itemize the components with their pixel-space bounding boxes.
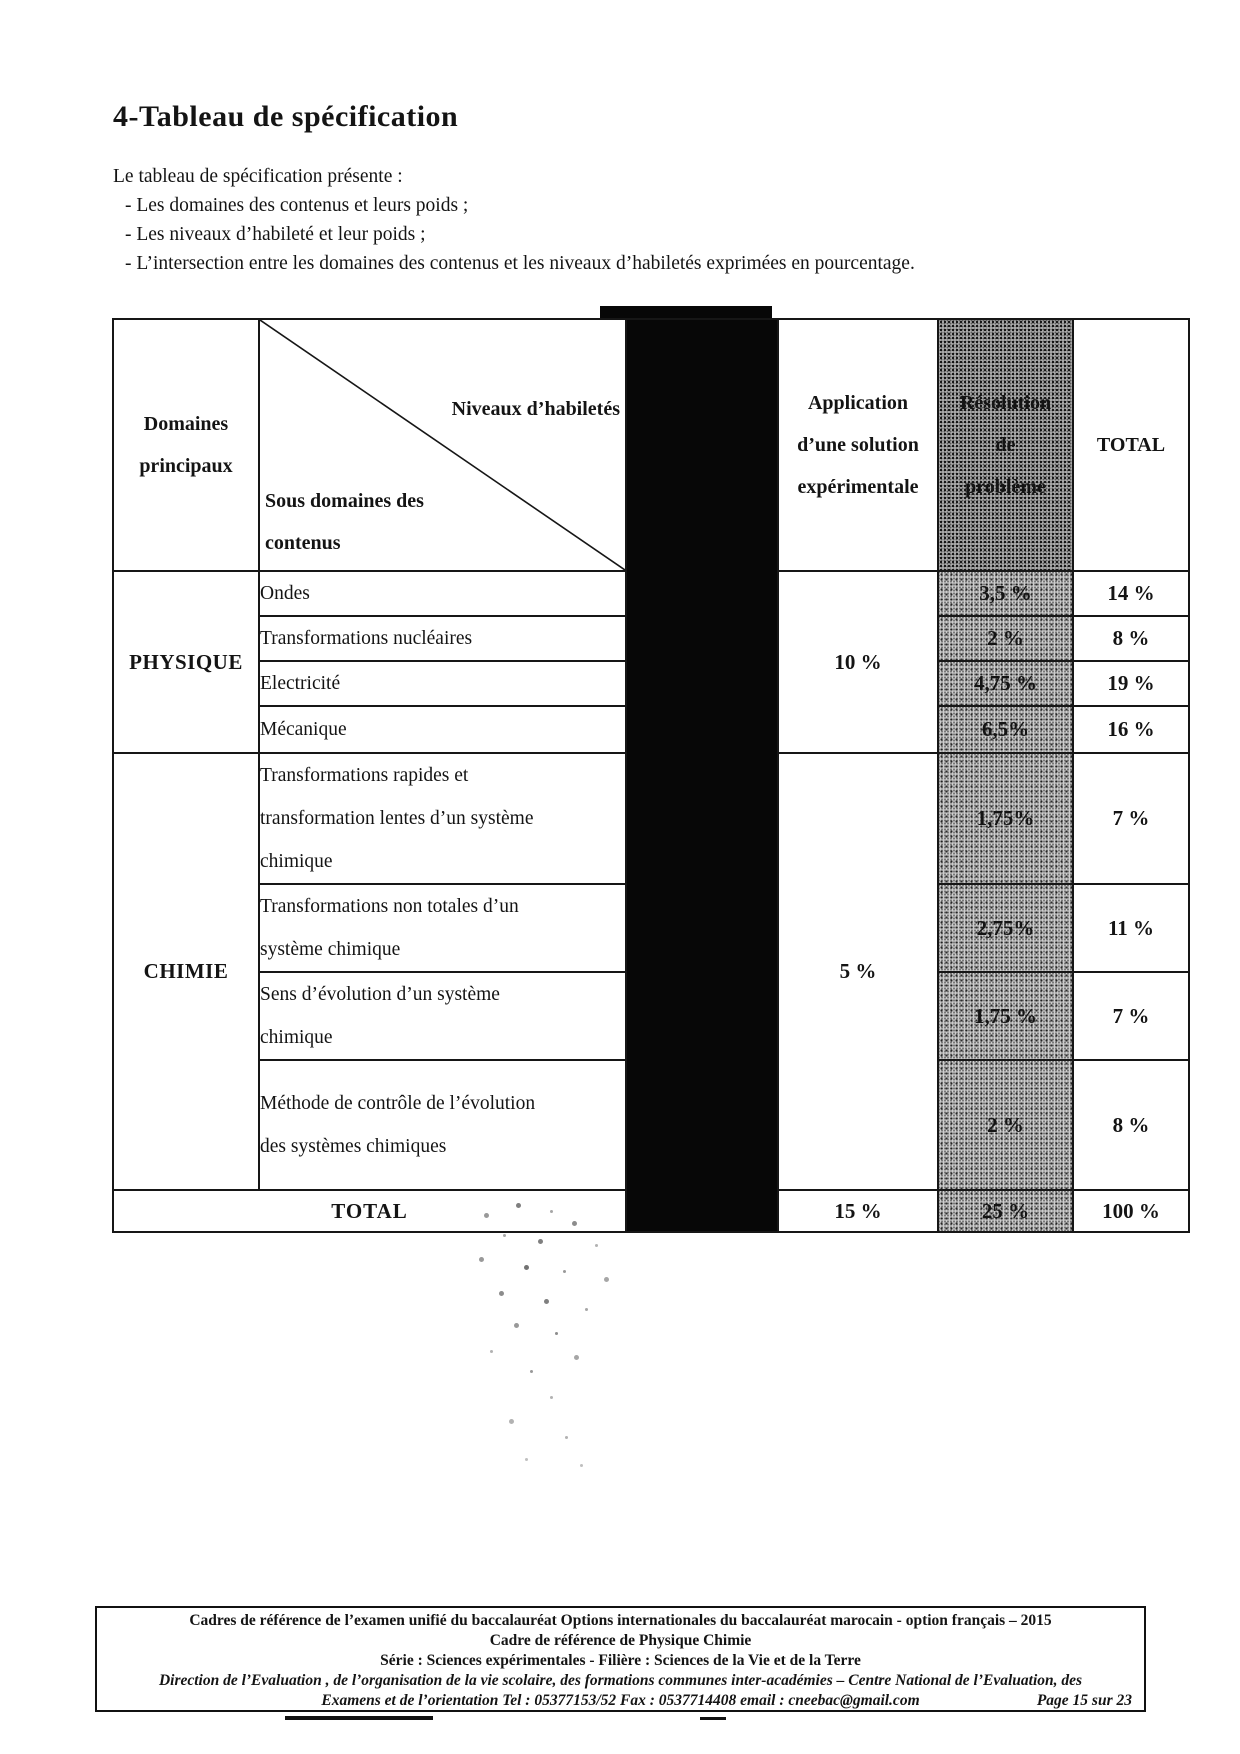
application-value-chimie: 5 % [777, 752, 939, 1191]
total-row-label: TOTAL [112, 1189, 627, 1233]
intro-bullet: - L’intersection entre les domaines des … [125, 253, 915, 274]
intro-bullet: - Les domaines des contenus et leurs poi… [125, 195, 469, 216]
scan-artifact-line [285, 1716, 433, 1720]
table-row: Transformations nucléaires 2 % 8 % [113, 615, 1190, 662]
total-value: 7 % [1072, 971, 1190, 1061]
subdomain-cell: Ondes [258, 570, 627, 617]
table-header-row: Domaines principaux Niveaux d’habiletés … [112, 318, 1190, 1233]
total-row-resolution: 25 % [937, 1189, 1074, 1233]
header-diagonal-cell: Niveaux d’habiletés Sous domaines des co… [258, 318, 627, 572]
resolution-value: 2,75% [937, 883, 1074, 973]
total-value: 16 % [1072, 705, 1190, 754]
intro-bullet: - Les niveaux d’habileté et leur poids ; [125, 224, 426, 245]
total-value: 7 % [1072, 752, 1190, 885]
footer-line: Série : Sciences expérimentales - Filièr… [380, 1652, 861, 1669]
total-row-total: 100 % [1072, 1189, 1190, 1233]
footer-line: Cadres de référence de l’examen unifié d… [189, 1612, 1052, 1629]
table-row: Electricité 4,75 % 19 % [113, 660, 1190, 707]
footer: Cadres de référence de l’examen unifié d… [95, 1606, 1146, 1712]
table-total-row: TOTAL 15 % 25 % 100 % [112, 1189, 1190, 1233]
resolution-value: 2 % [937, 615, 1074, 662]
subdomain-cell: Transformations non totales d’un système… [258, 883, 627, 973]
faint-stamp-mark [455, 1200, 458, 1203]
table-row: CHIMIE Transformations rapides et transf… [112, 752, 1190, 1191]
blacked-out-column [625, 318, 779, 1233]
subdomain-cell: Mécanique [258, 705, 627, 754]
total-row-application: 15 % [777, 1189, 939, 1233]
header-niveaux-habiletes: Niveaux d’habiletés [451, 398, 620, 420]
total-value: 14 % [1072, 570, 1190, 617]
subdomain-cell: Sens d’évolution d’un système chimique [258, 971, 627, 1061]
subdomain-cell: Transformations rapides et transformatio… [258, 752, 627, 885]
resolution-value: 1,75 % [937, 971, 1074, 1061]
table-row: Méthode de contrôle de l’évolution des s… [113, 1059, 1190, 1191]
intro-paragraph: Le tableau de spécification présente : -… [113, 162, 943, 278]
total-value: 8 % [1072, 615, 1190, 662]
application-value-physique: 10 % [777, 570, 939, 754]
resolution-value: 1,75% [937, 752, 1074, 885]
total-value: 19 % [1072, 660, 1190, 707]
page-number: Page 15 sur 23 [1036, 1692, 1132, 1709]
footer-line: Examens et de l’orientation Tel : 053771… [321, 1692, 1132, 1709]
specification-table: Domaines principaux Niveaux d’habiletés … [112, 318, 1190, 1233]
scan-artifact-black-smear [600, 306, 772, 320]
page-title: 4-Tableau de spécification [113, 100, 459, 133]
table-row: PHYSIQUE Ondes 10 % 3,5 % 14 % [112, 570, 1190, 754]
total-value: 11 % [1072, 883, 1190, 973]
resolution-value: 3,5 % [937, 570, 1074, 617]
header-domaines-principaux: Domaines principaux [112, 318, 260, 572]
table-row: Sens d’évolution d’un système chimique 1… [113, 971, 1190, 1061]
intro-bullets: - Les domaines des contenus et leurs poi… [125, 191, 943, 278]
resolution-value: 6,5% [937, 705, 1074, 754]
resolution-value: 4,75 % [937, 660, 1074, 707]
footer-line: Cadre de référence de Physique Chimie [489, 1632, 752, 1649]
resolution-value: 2 % [937, 1059, 1074, 1191]
header-resolution-probleme: Résolution de problème [937, 318, 1074, 572]
header-total: TOTAL [1072, 318, 1190, 572]
subdomain-cell: Transformations nucléaires [258, 615, 627, 662]
table-row: Transformations non totales d’un système… [113, 883, 1190, 973]
total-value: 8 % [1072, 1059, 1190, 1191]
domain-cell-physique: PHYSIQUE [112, 570, 260, 754]
diagonal-line [260, 320, 625, 570]
header-application: Application d’une solution expérimentale [777, 318, 939, 572]
subdomain-cell: Electricité [258, 660, 627, 707]
header-sous-domaines: Sous domaines des contenus [265, 490, 424, 554]
footer-line: Direction de l’Evaluation , de l’organis… [158, 1672, 1083, 1689]
domain-cell-chimie: CHIMIE [112, 752, 260, 1191]
intro-lead: Le tableau de spécification présente : [113, 166, 403, 187]
table-row: Mécanique 6,5% 16 % [113, 705, 1190, 754]
scan-artifact-dot [700, 1717, 726, 1720]
subdomain-cell: Méthode de contrôle de l’évolution des s… [258, 1059, 627, 1191]
